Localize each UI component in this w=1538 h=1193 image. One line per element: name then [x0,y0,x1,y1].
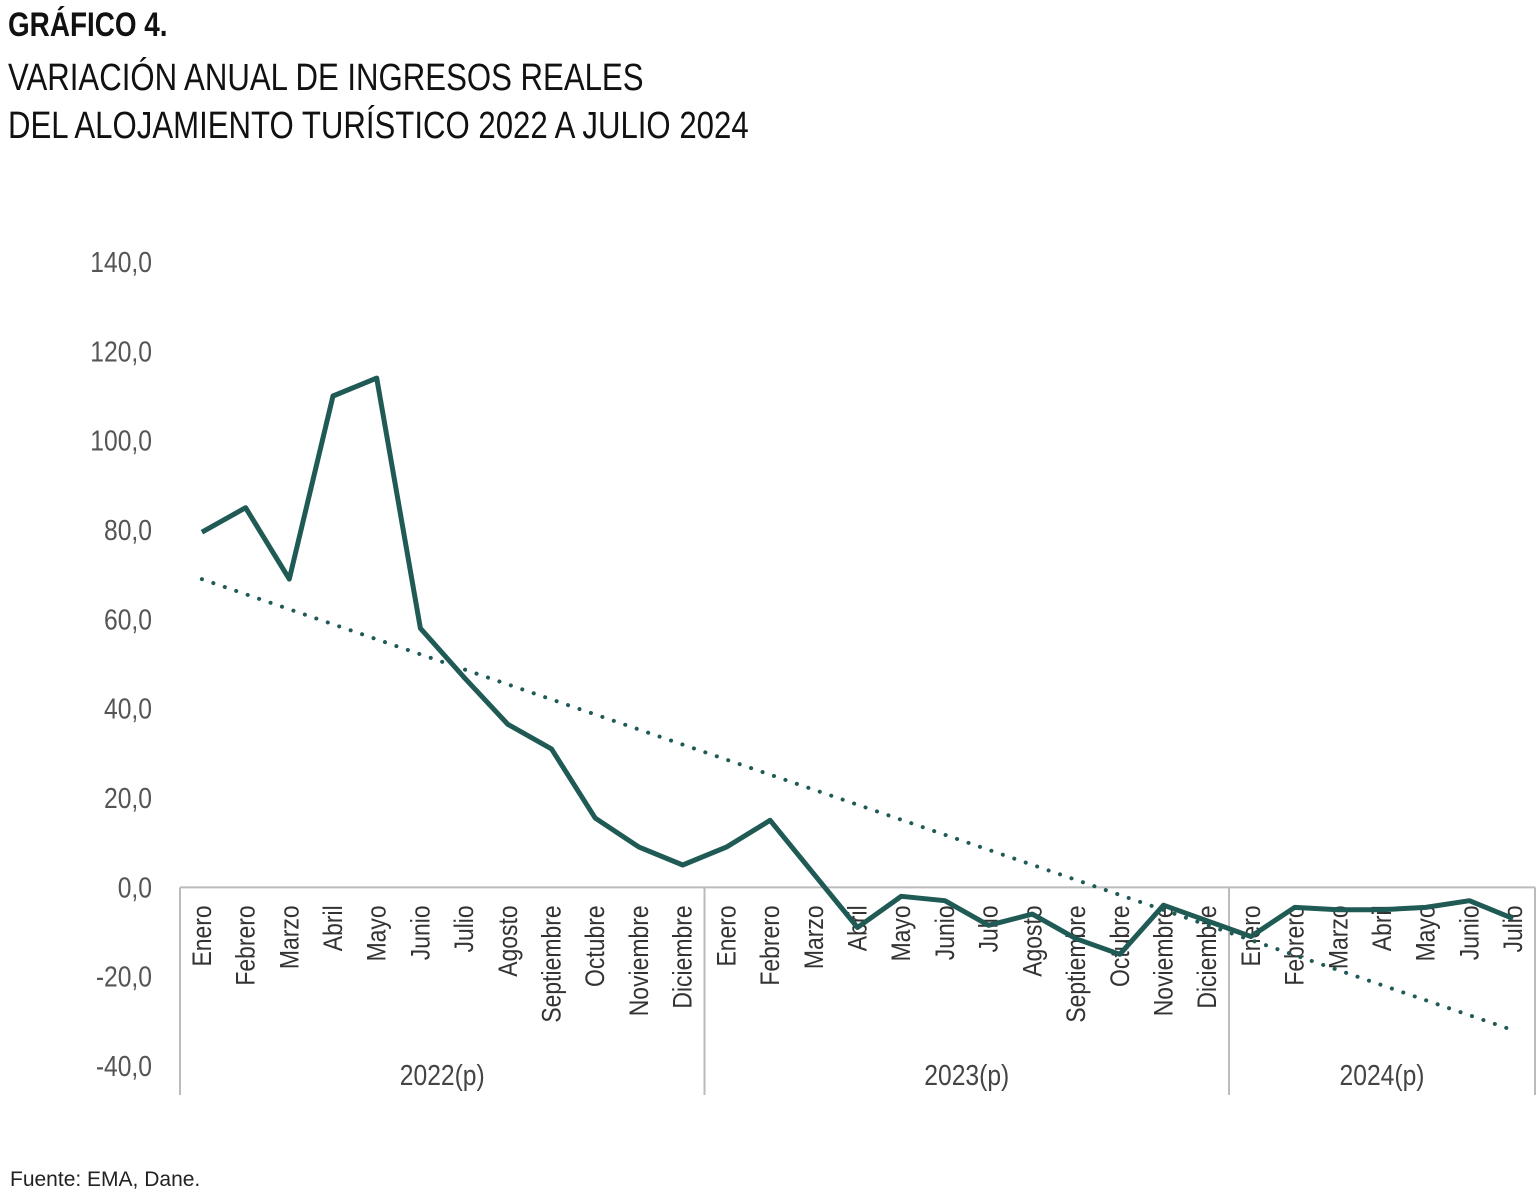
y-tick-label: -20,0 [96,961,152,993]
x-tick-label: Junio [1455,905,1485,960]
x-tick-label: Junio [406,905,436,960]
x-tick-label: Septiembre [537,905,567,1022]
x-tick-label: Mayo [362,905,392,961]
y-tick-label: 20,0 [104,782,152,814]
x-tick-label: Agosto [493,905,523,976]
x-tick-label: Noviembre [1149,905,1179,1016]
title-line: VARIACIÓN ANUAL DE INGRESOS REALES [8,57,644,99]
y-tick-label: 60,0 [104,603,152,635]
x-tick-label: Octubre [1105,905,1135,987]
y-tick-label: 140,0 [90,246,152,278]
x-tick-label: Septiembre [1061,905,1091,1022]
y-tick-label: 100,0 [90,425,152,457]
group-label: 2023(p) [924,1059,1009,1091]
y-tick-label: -40,0 [96,1050,152,1082]
line [200,375,1515,957]
trendline [199,577,1516,1033]
source: Fuente: EMA, Dane. [10,1168,201,1191]
x-tick-label: Julio [974,905,1004,952]
x-tick-label: Octubre [581,905,611,987]
x-tick-label: Abril [1367,905,1397,951]
x-tick-label: Enero [187,905,217,966]
x-tick-label: Febrero [755,905,785,985]
y-tick-label: 120,0 [90,335,152,367]
x-tick-label: Febrero [231,905,261,985]
y-tick-label: 40,0 [104,693,152,725]
group-label: 2022(p) [400,1059,485,1091]
x-tick-label: Marzo [1324,905,1354,969]
y-tick-label: 80,0 [104,514,152,546]
chart-label: GRÁFICO 4. [8,6,168,44]
group-label: 2024(p) [1340,1059,1425,1091]
chart-title: VARIACIÓN ANUAL DE INGRESOS REALES DEL AL… [8,54,749,150]
x-tick-label: Noviembre [624,905,654,1016]
x-tick-label: Marzo [275,905,305,969]
x-tick-label: Junio [930,905,960,960]
x-tick-label: Julio [449,905,479,952]
x-tick-label: Mayo [887,905,917,961]
x-tick-label: Diciembre [668,905,698,1008]
y-tick-label: 0,0 [118,871,152,903]
x-tick-label: Febrero [1280,905,1310,985]
x-tick-label: Marzo [799,905,829,969]
x-tick-label: Enero [712,905,742,966]
x-tick-label: Abril [318,905,348,951]
title-line: DEL ALOJAMIENTO TURÍSTICO 2022 A JULIO 2… [8,105,749,147]
x-tick-label: Mayo [1411,905,1441,961]
